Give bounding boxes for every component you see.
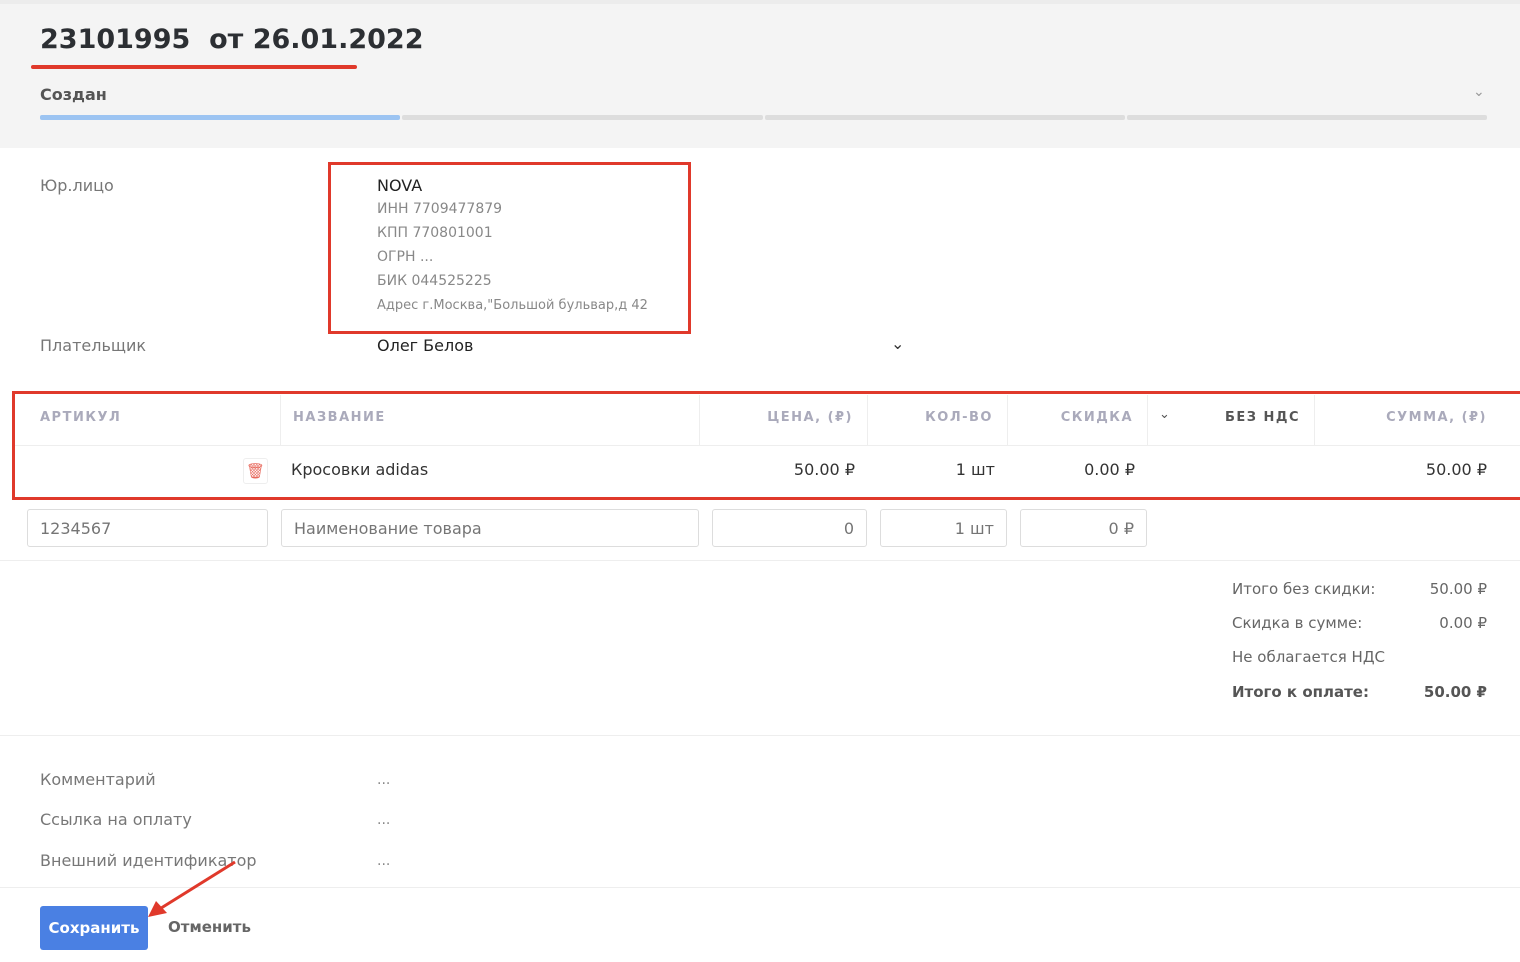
discount-type-chevron-icon[interactable]: ⌄ [1159, 407, 1170, 422]
status-label: Создан [40, 85, 107, 104]
external-id-label: Внешний идентификатор [40, 851, 257, 870]
article-input[interactable] [27, 509, 268, 547]
total-label: Итого без скидки: [1232, 580, 1376, 598]
legal-inn: ИНН 7709477879 [377, 201, 503, 217]
total-value: 50.00 ₽ [1429, 580, 1487, 598]
annotation-box [328, 162, 691, 334]
status-progress [40, 115, 1487, 120]
order-header [0, 0, 1520, 148]
discount-total-label: Скидка в сумме: [1232, 614, 1363, 632]
vat-label: Не облагается НДС [1232, 648, 1386, 666]
row-sum: 50.00 ₽ [1425, 460, 1487, 479]
col-discount: СКИДКА [1060, 410, 1133, 425]
cancel-button[interactable]: Отменить [168, 918, 251, 936]
annotation-underline [31, 65, 357, 69]
col-article: АРТИКУЛ [40, 410, 122, 425]
external-id-value[interactable]: ... [377, 853, 391, 869]
row-price: 50.00 ₽ [793, 460, 855, 479]
comment-value[interactable]: ... [377, 772, 391, 788]
annotation-arrow [148, 860, 236, 917]
payment-link-label: Ссылка на оплату [40, 810, 192, 829]
page-title: 23101995 от 26.01.2022 [40, 24, 424, 55]
payment-link-value[interactable]: ... [377, 812, 391, 828]
row-discount: 0.00 ₽ [1084, 460, 1135, 479]
row-name: Кросовки adidas [291, 460, 429, 479]
legal-kpp: КПП 770801001 [377, 225, 493, 241]
name-input[interactable] [281, 509, 699, 547]
row-qty: 1 шт [955, 460, 995, 479]
price-input[interactable] [712, 509, 867, 547]
legal-address: Адрес г.Москва,"Большой бульвар,д 42 [377, 298, 648, 313]
legal-ogrn: ОГРН ... [377, 249, 434, 265]
annotation-box [12, 391, 1520, 500]
status-chevron-down-icon[interactable]: ⌄ [1473, 84, 1485, 100]
payer-chevron-down-icon[interactable]: ⌄ [891, 334, 905, 353]
col-price: ЦЕНА, (₽) [767, 410, 853, 425]
save-button[interactable]: Сохранить [40, 906, 148, 950]
legal-name: NOVA [377, 176, 423, 195]
col-sum: СУММА, (₽) [1386, 410, 1487, 425]
comment-label: Комментарий [40, 770, 156, 789]
legal-label: Юр.лицо [40, 176, 114, 195]
col-vat[interactable]: БЕЗ НДС [1224, 410, 1300, 425]
col-name: НАЗВАНИЕ [293, 410, 386, 425]
col-qty: КОЛ-ВО [925, 410, 993, 425]
payable-label: Итого к оплате: [1232, 683, 1369, 701]
discount-total-value: 0.00 ₽ [1439, 614, 1487, 632]
legal-bik: БИК 044525225 [377, 273, 492, 289]
discount-input[interactable] [1020, 509, 1147, 547]
payer-label: Плательщик [40, 336, 147, 355]
payer-select[interactable]: Олег Белов [377, 336, 474, 355]
delete-trash-icon[interactable]: 🗑 [243, 458, 268, 484]
payable-value: 50.00 ₽ [1423, 683, 1487, 701]
qty-input[interactable] [880, 509, 1007, 547]
